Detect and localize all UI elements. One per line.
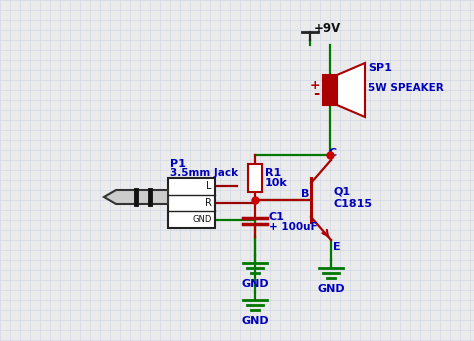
Text: SP1: SP1 [368,63,392,73]
Text: +9V: +9V [314,21,341,34]
Text: P1: P1 [170,159,186,169]
Text: L: L [207,181,212,191]
Text: 5W SPEAKER: 5W SPEAKER [368,83,444,93]
Text: -: - [314,86,320,101]
Text: +: + [310,79,320,92]
Bar [323,75,337,105]
Text: + 100uF: + 100uF [269,222,318,232]
Text: C1815: C1815 [334,199,373,209]
Text: E: E [333,242,341,252]
Text: C1: C1 [269,211,285,222]
Bar [248,163,262,192]
Text: GND: GND [241,279,269,289]
Text: B: B [301,189,309,199]
Text: GND: GND [192,215,212,224]
Text: 3.5mm Jack: 3.5mm Jack [170,168,238,178]
Text: GND: GND [317,284,345,294]
Text: Q1: Q1 [334,187,351,197]
Polygon shape [337,63,365,117]
Text: GND: GND [241,316,269,326]
Text: 10k: 10k [265,178,288,189]
Polygon shape [104,190,168,204]
Text: C: C [329,148,337,158]
Bar [168,178,215,228]
Text: R: R [205,198,212,208]
Text: R1: R1 [265,167,281,178]
